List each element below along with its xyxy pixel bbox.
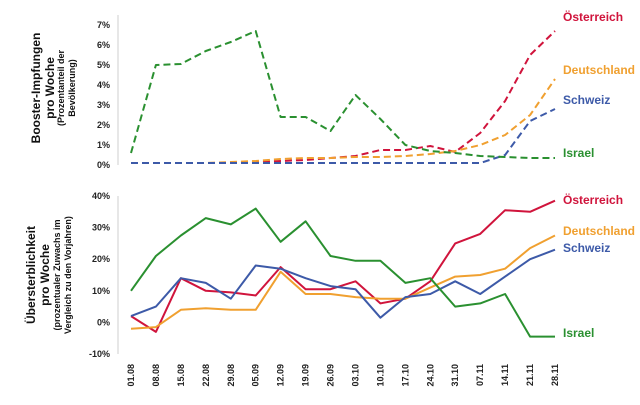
x-tick-label: 01.08 [126, 364, 136, 387]
x-tick-label: 05.09 [251, 364, 261, 387]
x-tick-label: 29.08 [226, 364, 236, 387]
x-tick-label: 22.08 [201, 364, 211, 387]
series-label: Schweiz [563, 241, 610, 255]
y-tick-label: 0% [97, 160, 110, 170]
y-tick-label: 10% [92, 286, 110, 296]
series-line-sterreich [131, 30, 556, 164]
y-axis-subtitle-line: Vergleich zu den Vorjahren) [63, 216, 73, 334]
y-axis-title-line: Booster-Impfungen [29, 33, 43, 144]
series-line-deutschland [131, 78, 556, 164]
y-tick-label: 30% [92, 223, 110, 233]
series-line-deutschland [130, 234, 556, 330]
y-axis-subtitle: (Prozentanteil derBevölkerung) [56, 49, 77, 126]
series-label: Deutschland [563, 63, 635, 77]
x-tick-label: 07.11 [475, 364, 485, 386]
y-tick-label: 3% [97, 100, 110, 110]
x-tick-label: 03.10 [350, 364, 360, 387]
series-label: Deutschland [563, 224, 635, 238]
x-tick-label: 12.09 [276, 364, 286, 387]
series-label: Israel [563, 146, 594, 160]
series-line-schweiz [130, 248, 556, 319]
y-axis-subtitle: (prozentualer Zuwachs imVergleich zu den… [52, 216, 73, 334]
y-tick-label: 1% [97, 140, 110, 150]
y-tick-label: 6% [97, 40, 110, 50]
series-line-schweiz [131, 108, 556, 164]
y-tick-label: -10% [89, 349, 110, 359]
series-label: Israel [563, 326, 594, 340]
series-label: Österreich [563, 192, 623, 207]
x-tick-label: 28.11 [550, 364, 560, 386]
y-tick-label: 20% [92, 254, 110, 264]
x-tick-label: 08.08 [151, 364, 161, 387]
x-tick-label: 17.10 [400, 364, 410, 387]
y-axis-subtitle-line: Bevölkerung) [67, 59, 77, 117]
y-tick-label: 2% [97, 120, 110, 130]
y-tick-label: 7% [97, 20, 110, 30]
x-tick-label: 21.11 [525, 364, 535, 386]
x-tick-label: 15.08 [176, 364, 186, 387]
y-axis-subtitle-line: (Prozentanteil der [56, 49, 66, 126]
y-tick-label: 0% [97, 317, 110, 327]
y-axis-title-line: pro Woche [38, 244, 52, 306]
series-line-israel [130, 207, 555, 338]
y-axis-title-line: Übersterblichkeit [23, 226, 38, 324]
y-axis-title-line: pro Woche [43, 57, 57, 119]
x-tick-label: 31.10 [450, 364, 460, 387]
series-label: Schweiz [563, 93, 610, 107]
y-tick-label: 4% [97, 80, 110, 90]
y-axis-subtitle-line: (prozentualer Zuwachs im [52, 219, 62, 330]
series-line-sterreich [130, 199, 556, 333]
x-tick-label: 26.09 [326, 364, 336, 387]
x-tick-label: 10.10 [375, 364, 385, 387]
y-tick-label: 40% [92, 191, 110, 201]
x-tick-label: 19.09 [301, 364, 311, 387]
y-axis-title: Übersterblichkeitpro Woche [23, 226, 52, 324]
y-axis-title: Booster-Impfungenpro Woche [29, 33, 57, 144]
y-tick-label: 5% [97, 60, 110, 70]
series-line-israel [130, 30, 555, 159]
x-tick-label: 14.11 [500, 364, 510, 386]
x-tick-label: 24.10 [425, 364, 435, 387]
series-label: Österreich [563, 9, 623, 24]
